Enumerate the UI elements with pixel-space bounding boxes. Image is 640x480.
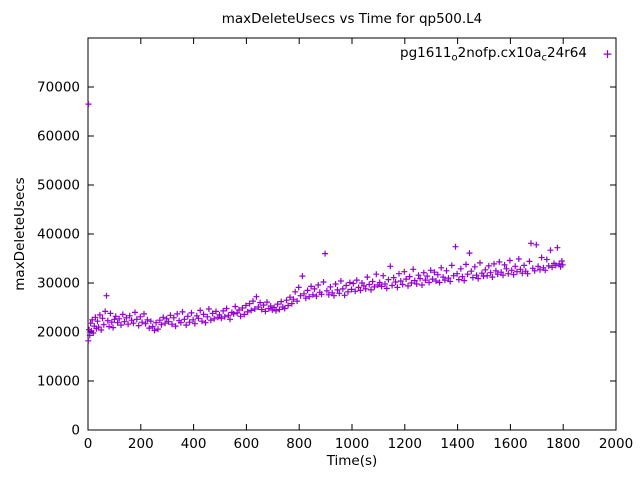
legend-text-part: 2nofp.cx10a xyxy=(457,45,542,61)
svg-text:0: 0 xyxy=(84,436,93,452)
svg-text:70000: 70000 xyxy=(37,80,80,96)
svg-text:30000: 30000 xyxy=(37,276,80,292)
chart-title: maxDeleteUsecs vs Time for qp500.L4 xyxy=(221,11,483,27)
svg-text:1600: 1600 xyxy=(493,436,527,452)
svg-text:600: 600 xyxy=(234,436,260,452)
y-axis-label: maxDeleteUsecs xyxy=(12,177,28,291)
legend-plus-marker: + xyxy=(602,44,612,63)
svg-text:200: 200 xyxy=(128,436,154,452)
svg-text:400: 400 xyxy=(181,436,207,452)
svg-text:1400: 1400 xyxy=(440,436,474,452)
legend-series-label: pg1611o2nofp.cx10ac24r64 xyxy=(400,45,587,64)
svg-text:1000: 1000 xyxy=(335,436,369,452)
svg-text:40000: 40000 xyxy=(37,227,80,243)
x-axis-label: Time(s) xyxy=(326,453,378,469)
svg-text:2000: 2000 xyxy=(599,436,633,452)
svg-text:20000: 20000 xyxy=(37,325,80,341)
svg-text:0: 0 xyxy=(71,423,80,439)
legend-text-sub: o xyxy=(451,52,458,64)
svg-text:1200: 1200 xyxy=(388,436,422,452)
legend-text-part: pg1611 xyxy=(400,45,452,61)
legend-text-sub: c xyxy=(541,52,548,64)
svg-text:60000: 60000 xyxy=(37,129,80,145)
legend: pg1611o2nofp.cx10ac24r64 + xyxy=(400,45,612,64)
scatter-points xyxy=(85,101,566,344)
svg-text:10000: 10000 xyxy=(37,374,80,390)
svg-text:50000: 50000 xyxy=(37,178,80,194)
svg-text:1800: 1800 xyxy=(546,436,580,452)
legend-text-part: 24r64 xyxy=(547,45,587,61)
svg-text:800: 800 xyxy=(286,436,312,452)
